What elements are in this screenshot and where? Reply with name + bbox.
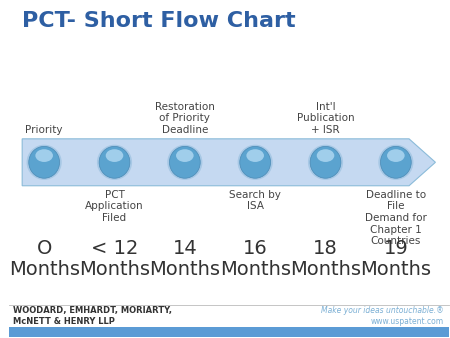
Ellipse shape [238,145,273,180]
Ellipse shape [97,145,132,180]
Text: Make your ideas untouchable.®: Make your ideas untouchable.® [321,307,444,315]
Text: Restoration
of Priority
Deadline: Restoration of Priority Deadline [155,102,215,135]
Ellipse shape [380,146,411,178]
Text: Months: Months [360,260,432,279]
Ellipse shape [247,149,264,162]
Text: www.uspatent.com: www.uspatent.com [371,317,444,326]
Text: Months: Months [220,260,291,279]
Text: Deadline to
File
Demand for
Chapter 1
Countries: Deadline to File Demand for Chapter 1 Co… [365,190,427,246]
Text: < 12: < 12 [91,239,138,258]
Text: 16: 16 [243,239,268,258]
Ellipse shape [240,146,270,178]
Ellipse shape [27,145,62,180]
Text: PCT- Short Flow Chart: PCT- Short Flow Chart [22,11,296,31]
Text: 14: 14 [172,239,197,258]
Text: Priority: Priority [25,125,63,135]
Ellipse shape [170,146,200,178]
Ellipse shape [99,146,130,178]
Ellipse shape [310,146,341,178]
Text: Months: Months [149,260,220,279]
Text: Int'l
Publication
+ ISR: Int'l Publication + ISR [297,102,354,135]
Text: Months: Months [290,260,361,279]
Text: Months: Months [79,260,150,279]
Text: 18: 18 [313,239,338,258]
Text: 19: 19 [383,239,408,258]
Text: O: O [36,239,52,258]
Text: Months: Months [9,260,80,279]
Ellipse shape [176,149,194,162]
Text: PCT
Application
Filed: PCT Application Filed [85,190,144,223]
Bar [9,327,449,337]
Ellipse shape [387,149,405,162]
Ellipse shape [308,145,343,180]
Text: WOODARD, EMHARDT, MORIARTY,: WOODARD, EMHARDT, MORIARTY, [14,307,172,315]
Ellipse shape [106,149,123,162]
Text: McNETT & HENRY LLP: McNETT & HENRY LLP [14,317,115,326]
Ellipse shape [36,149,53,162]
Polygon shape [22,139,436,186]
Ellipse shape [29,146,59,178]
Ellipse shape [378,145,414,180]
Ellipse shape [317,149,334,162]
Ellipse shape [167,145,202,180]
Text: Search by
ISA: Search by ISA [229,190,281,211]
